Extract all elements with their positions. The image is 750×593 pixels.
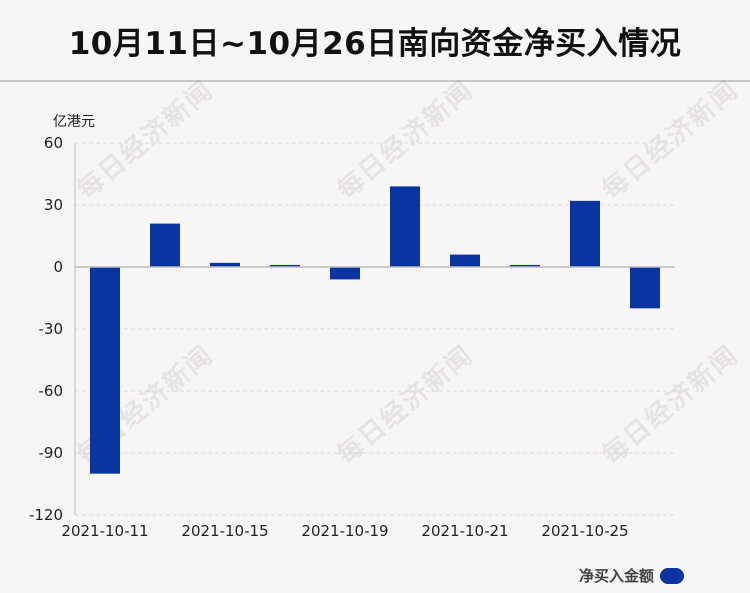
title-bar: 10月11日~10月26日南向资金净买入情况 bbox=[0, 0, 750, 82]
x-tick-label: 2021-10-21 bbox=[421, 522, 508, 540]
bar bbox=[330, 267, 360, 280]
bar bbox=[150, 223, 180, 267]
y-tick-label: -30 bbox=[39, 320, 64, 338]
x-tick-label: 2021-10-25 bbox=[541, 522, 628, 540]
x-tick-label: 2021-10-15 bbox=[181, 522, 268, 540]
y-tick-label: 60 bbox=[44, 134, 63, 152]
bar bbox=[510, 264, 540, 267]
bar bbox=[210, 262, 240, 267]
y-tick-label: -90 bbox=[39, 444, 64, 462]
bar bbox=[270, 264, 300, 267]
chart-title: 10月11日~10月26日南向资金净买入情况 bbox=[68, 25, 682, 62]
x-tick-label: 2021-10-11 bbox=[61, 522, 148, 540]
bar bbox=[90, 267, 120, 474]
y-tick-label: -60 bbox=[39, 382, 64, 400]
bar bbox=[390, 186, 420, 267]
legend-swatch bbox=[660, 567, 684, 584]
bar bbox=[570, 200, 600, 267]
y-tick-label: 0 bbox=[53, 258, 63, 276]
bar bbox=[450, 254, 480, 267]
bar bbox=[630, 267, 660, 309]
y-tick-label: -120 bbox=[29, 506, 63, 524]
legend-label: 净买入金额 bbox=[578, 567, 654, 585]
y-axis-label: 亿港元 bbox=[53, 114, 95, 130]
legend: 净买入金额 bbox=[579, 565, 684, 586]
x-tick-label: 2021-10-19 bbox=[301, 522, 388, 540]
y-tick-label: 30 bbox=[44, 196, 63, 214]
